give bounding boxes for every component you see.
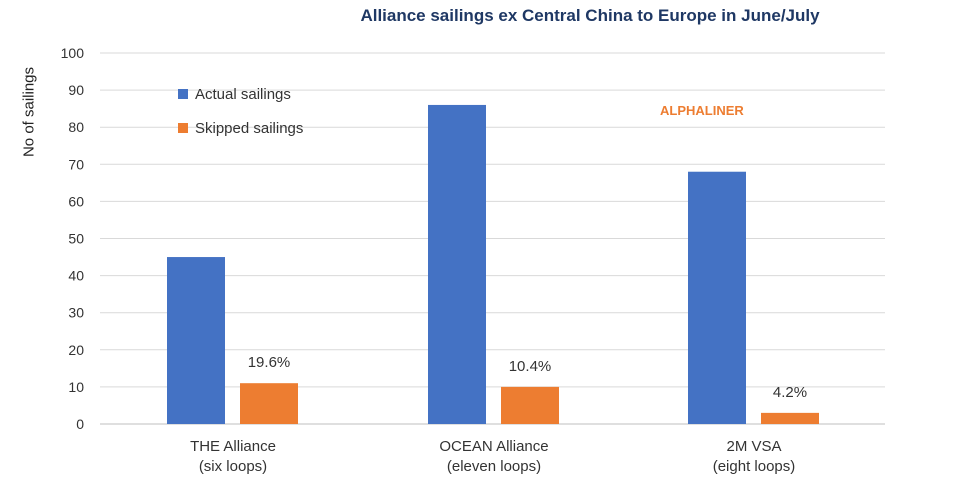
y-tick-label: 20 — [68, 342, 84, 358]
y-tick-label: 60 — [68, 193, 84, 209]
y-tick-label: 70 — [68, 156, 84, 172]
x-tick-label: OCEAN Alliance — [439, 438, 548, 455]
alphaliner-annotation: ALPHALINER — [660, 103, 744, 118]
y-tick-label: 40 — [68, 268, 84, 284]
data-label: 10.4% — [509, 358, 552, 375]
x-tick-label: (six loops) — [199, 458, 267, 475]
x-tick-label: 2M VSA — [726, 438, 781, 455]
chart-title: Alliance sailings ex Central China to Eu… — [360, 6, 820, 25]
x-tick-label: (eight loops) — [713, 458, 796, 475]
x-tick-label: THE Alliance — [190, 438, 276, 455]
y-tick-label: 10 — [68, 379, 84, 395]
y-tick-label: 30 — [68, 305, 84, 321]
y-tick-label: 50 — [68, 231, 84, 247]
data-label: 19.6% — [248, 354, 291, 371]
y-tick-label: 0 — [76, 416, 84, 432]
bar-actual-sailings — [428, 104, 486, 424]
data-label: 4.2% — [773, 384, 807, 401]
y-tick-label: 100 — [61, 45, 85, 61]
bar-skipped-sailings — [761, 412, 819, 424]
bar-skipped-sailings — [501, 386, 559, 424]
bar-skipped-sailings — [240, 383, 298, 424]
y-tick-label: 90 — [68, 82, 84, 98]
legend-label: Skipped sailings — [195, 120, 303, 137]
y-tick-label: 80 — [68, 119, 84, 135]
bar-actual-sailings — [688, 171, 746, 424]
bar-actual-sailings — [167, 257, 225, 424]
legend-label: Actual sailings — [195, 86, 291, 103]
legend-swatch — [178, 123, 188, 133]
x-tick-label: (eleven loops) — [447, 458, 541, 475]
legend-swatch — [178, 89, 188, 99]
